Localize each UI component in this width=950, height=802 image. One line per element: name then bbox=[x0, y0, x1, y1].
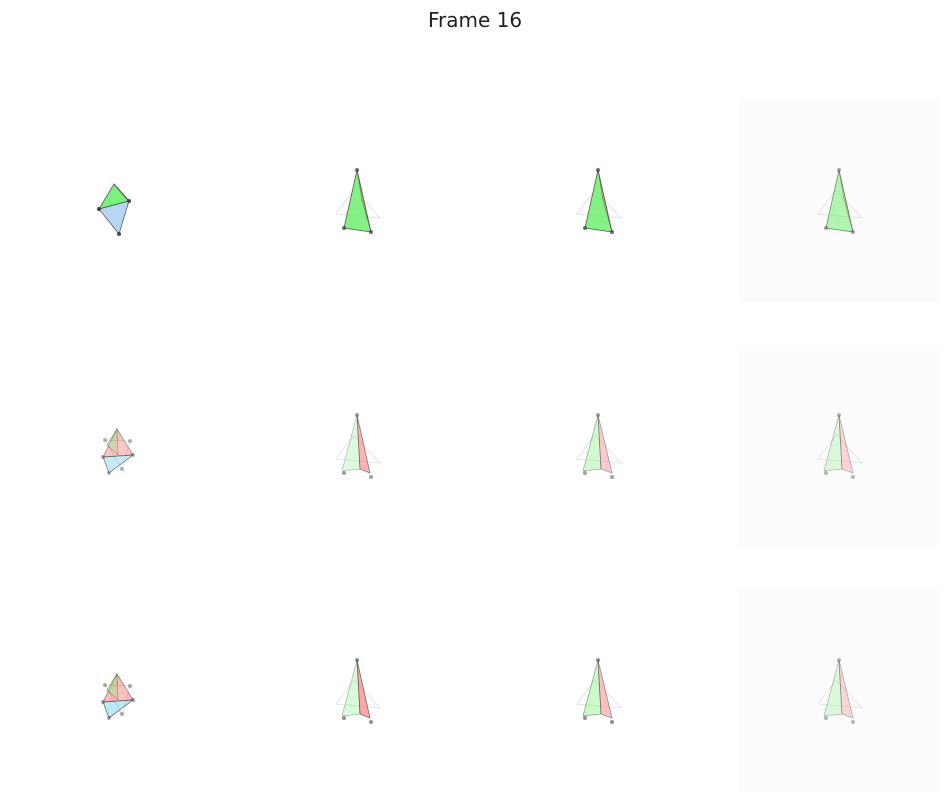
vertex-marker bbox=[837, 413, 841, 417]
polyhedron-view bbox=[335, 658, 382, 724]
vertex-marker bbox=[851, 720, 855, 724]
vertex-marker bbox=[596, 168, 600, 172]
vertex-marker bbox=[610, 720, 614, 724]
green-face bbox=[582, 414, 602, 472]
vertex-marker bbox=[596, 413, 600, 417]
panel-r0-c0 bbox=[12, 100, 214, 302]
vertex-marker bbox=[97, 207, 101, 211]
green-face bbox=[106, 672, 119, 701]
ghost-face bbox=[576, 434, 623, 464]
vertex-marker bbox=[355, 413, 359, 417]
polyhedron-view bbox=[817, 168, 864, 234]
vertex-marker bbox=[107, 716, 111, 720]
green-face bbox=[825, 169, 854, 233]
vertex-marker bbox=[107, 471, 111, 475]
cyan-face bbox=[102, 699, 135, 719]
vertex-marker bbox=[837, 168, 841, 172]
red-face bbox=[356, 414, 371, 474]
polyhedron-view bbox=[576, 168, 623, 234]
panel-r0-c3 bbox=[738, 100, 940, 302]
polyhedron-view bbox=[335, 413, 382, 479]
vertex-marker bbox=[824, 471, 828, 475]
panel-r1-c3 bbox=[738, 345, 940, 547]
red-face bbox=[597, 414, 613, 474]
vertex-marker bbox=[131, 453, 135, 457]
cyan-face bbox=[102, 454, 135, 474]
red-face bbox=[356, 169, 372, 233]
polyhedron-view bbox=[335, 168, 382, 234]
panel-r1-c2 bbox=[497, 345, 699, 547]
red-face bbox=[597, 659, 613, 719]
green-face bbox=[584, 169, 613, 233]
vertex-marker bbox=[120, 712, 124, 716]
vertex-marker bbox=[101, 700, 105, 704]
polyhedron-view bbox=[101, 672, 135, 720]
vertex-marker bbox=[120, 467, 124, 471]
outline-face bbox=[104, 439, 131, 471]
green-face bbox=[823, 659, 843, 717]
vertex-marker bbox=[610, 475, 614, 479]
polyhedron-view bbox=[817, 413, 864, 479]
panel-r2-c3 bbox=[738, 590, 940, 792]
vertex-marker bbox=[128, 684, 132, 688]
vertex-marker bbox=[583, 471, 587, 475]
green-face bbox=[823, 414, 843, 472]
vertex-marker bbox=[824, 226, 828, 230]
vertex-marker bbox=[103, 683, 107, 687]
vertex-marker bbox=[127, 199, 131, 203]
vertex-marker bbox=[583, 716, 587, 720]
polyhedron-view bbox=[817, 658, 864, 724]
vertex-marker bbox=[355, 658, 359, 662]
red-face bbox=[597, 169, 613, 233]
panel-r1-c1 bbox=[256, 345, 458, 547]
red-face bbox=[356, 659, 371, 719]
polyhedron-view bbox=[576, 658, 623, 724]
panel-r2-c1 bbox=[256, 590, 458, 792]
vertex-marker bbox=[369, 720, 373, 724]
green-face bbox=[106, 427, 119, 456]
figure-title: Frame 16 bbox=[427, 8, 523, 32]
blue-face bbox=[98, 200, 130, 235]
panel-r2-c0 bbox=[12, 590, 214, 792]
green-face bbox=[343, 169, 372, 233]
vertex-marker bbox=[369, 475, 373, 479]
vertex-marker bbox=[610, 230, 614, 234]
ghost-face bbox=[335, 679, 382, 709]
vertex-marker bbox=[101, 455, 105, 459]
ghost-face bbox=[817, 679, 864, 709]
vertex-marker bbox=[117, 232, 121, 236]
polyhedron-view bbox=[101, 427, 135, 475]
red-face bbox=[838, 659, 854, 719]
vertex-marker bbox=[824, 716, 828, 720]
red-face bbox=[838, 414, 854, 474]
polyhedron-view bbox=[576, 413, 623, 479]
vertex-marker bbox=[851, 230, 855, 234]
vertex-marker bbox=[583, 226, 587, 230]
ghost-face bbox=[576, 679, 623, 709]
outline-face bbox=[104, 684, 131, 716]
vertex-marker bbox=[128, 439, 132, 443]
vertex-marker bbox=[596, 658, 600, 662]
vertex-marker bbox=[355, 168, 359, 172]
vertex-marker bbox=[837, 658, 841, 662]
vertex-marker bbox=[131, 698, 135, 702]
red-face bbox=[113, 183, 130, 202]
vertex-marker bbox=[342, 716, 346, 720]
panel-r1-c0 bbox=[12, 345, 214, 547]
vertex-marker bbox=[342, 226, 346, 230]
vertex-marker bbox=[851, 475, 855, 479]
polyhedron-view bbox=[97, 183, 131, 236]
panel-r0-c1 bbox=[256, 100, 458, 302]
ghost-face bbox=[817, 189, 864, 219]
panel-r2-c2 bbox=[497, 590, 699, 792]
red-face bbox=[838, 169, 854, 233]
ghost-face bbox=[335, 434, 382, 464]
ghost-face bbox=[817, 434, 864, 464]
panel-r0-c2 bbox=[497, 100, 699, 302]
vertex-marker bbox=[369, 230, 373, 234]
vertex-marker bbox=[103, 438, 107, 442]
vertex-marker bbox=[342, 471, 346, 475]
